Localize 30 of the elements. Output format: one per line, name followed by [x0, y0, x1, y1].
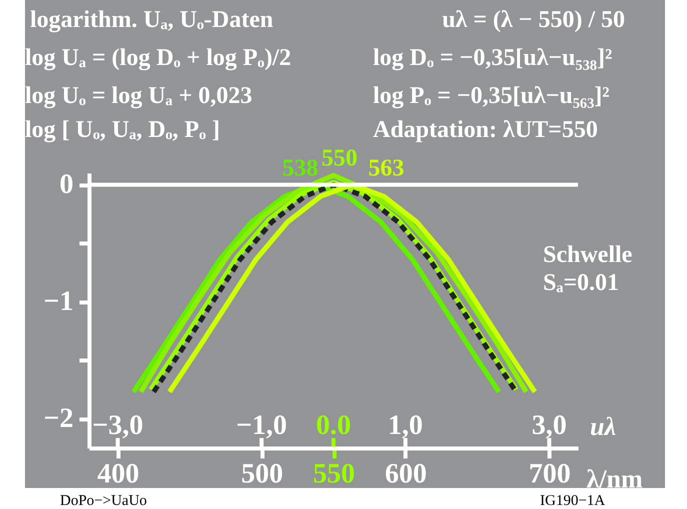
annotation: 550: [322, 146, 358, 172]
x2-tick-label: 1,0: [388, 410, 423, 441]
x-tick-label: 600: [384, 458, 427, 490]
text: log Dₒ = −0,35[uλ−u₅₃₈]²: [373, 45, 612, 71]
y-tick-label: 0: [60, 169, 74, 200]
x-axis-title: λ/nm: [586, 464, 643, 494]
annotation: Sₐ=0.01: [543, 270, 620, 296]
annotation: 563: [368, 156, 404, 182]
x-tick-label: 700: [528, 458, 571, 490]
text: log [ Uₒ, Uₐ, Dₒ, Pₒ ]: [25, 117, 220, 143]
text: IG190−1A: [540, 493, 606, 509]
text: uλ = (λ − 550) / 50: [442, 7, 625, 33]
x-tick-label: 500: [241, 458, 284, 490]
x2-tick-label: −3,0: [92, 410, 144, 441]
text: log Pₒ = −0,35[uλ−u₅₆₃]²: [373, 83, 610, 109]
x-tick-label: 550: [313, 458, 355, 490]
text: Adaptation: λUT=550: [373, 117, 598, 143]
y-tick-label: −2: [44, 403, 74, 434]
annotation: 538: [282, 156, 318, 182]
x2-tick-label: 0.0: [316, 410, 351, 441]
x2-tick-label: 3,0: [532, 410, 567, 441]
text: logarithm. Uₐ, Uₒ-Daten: [30, 7, 274, 33]
x2-axis-title: uλ: [590, 412, 616, 441]
x-tick-label: 400: [97, 458, 140, 490]
text: DoPo−>UaUo: [60, 493, 147, 509]
y-tick-label: −1: [44, 286, 74, 318]
text: log Uₒ = log Uₐ + 0,023: [25, 83, 252, 109]
annotation: Schwelle: [543, 242, 633, 268]
text: log Uₐ = (log Dₒ + log Pₒ)/2: [25, 45, 292, 71]
x2-tick-label: −1,0: [236, 410, 288, 441]
